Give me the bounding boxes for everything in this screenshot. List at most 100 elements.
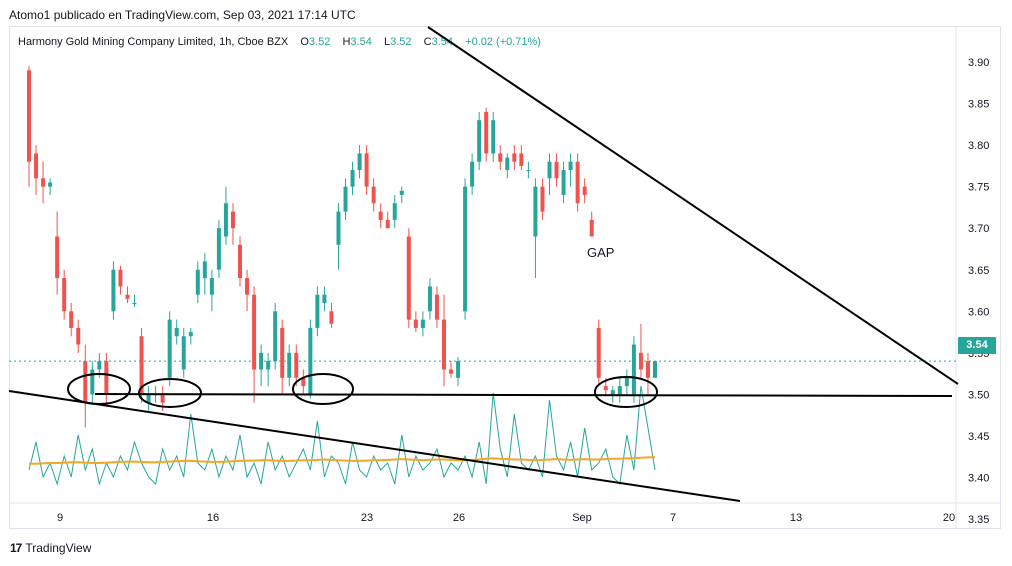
- candle: [533, 178, 538, 279]
- candle-body: [223, 203, 228, 237]
- candle: [463, 178, 468, 320]
- y-tick-label: 3.80: [968, 140, 989, 152]
- candle-body: [603, 386, 608, 391]
- candle-body: [252, 294, 257, 370]
- candle: [195, 261, 200, 303]
- candle: [427, 278, 432, 320]
- candle: [498, 145, 503, 171]
- tradingview-logo[interactable]: 17 TradingView: [10, 541, 91, 555]
- candle: [406, 228, 411, 328]
- candle: [519, 145, 524, 171]
- candle-body: [540, 186, 545, 212]
- high-key: H: [342, 36, 351, 48]
- candle-body: [645, 361, 650, 378]
- candle-body: [195, 269, 200, 295]
- open-key: O: [300, 36, 309, 48]
- support-touch-circle-4: [594, 376, 658, 408]
- candle: [392, 194, 397, 229]
- candle-body: [371, 186, 376, 204]
- candle: [617, 377, 622, 403]
- candle: [554, 153, 559, 187]
- gap-annotation: GAP: [587, 245, 614, 260]
- last-price-tag: 3.54: [958, 337, 996, 354]
- candle-body: [336, 211, 341, 245]
- candle-body: [406, 236, 411, 320]
- candle-body: [554, 161, 559, 179]
- candle-body: [55, 236, 60, 279]
- candle-body: [653, 361, 657, 378]
- candle: [209, 269, 214, 312]
- candle: [484, 107, 489, 162]
- candle-body: [484, 111, 489, 154]
- candle-body: [434, 294, 439, 320]
- candle-body: [519, 153, 524, 166]
- candle: [575, 153, 580, 212]
- candle-body: [83, 361, 88, 403]
- candle-layer: [27, 66, 657, 428]
- candle: [48, 178, 53, 195]
- y-tick-label: 3.65: [968, 265, 989, 277]
- candle: [512, 145, 517, 171]
- publication-attribution: Atomo1 publicado en TradingView.com, Sep…: [9, 8, 356, 22]
- candle-body: [350, 170, 355, 187]
- candle-body: [561, 170, 566, 195]
- candle-body: [596, 327, 601, 378]
- candle: [420, 311, 425, 337]
- candle: [385, 211, 390, 229]
- candle: [329, 302, 334, 328]
- candle-body: [125, 294, 130, 299]
- candle: [399, 186, 404, 204]
- candle-body: [392, 203, 397, 220]
- support-touch-circle-1: [67, 373, 131, 405]
- x-tick-label: 16: [207, 512, 219, 524]
- candle: [90, 361, 95, 403]
- candle-body: [322, 294, 327, 303]
- candle: [364, 145, 369, 195]
- candle: [547, 153, 552, 195]
- candle-body: [343, 186, 348, 212]
- candle: [645, 352, 650, 395]
- candle: [41, 161, 46, 204]
- candle: [69, 302, 74, 337]
- candle-body: [230, 211, 235, 229]
- candle-body: [385, 219, 390, 229]
- candle: [434, 286, 439, 328]
- candle-body: [427, 286, 432, 312]
- y-tick-label: 3.70: [968, 223, 989, 235]
- brand-name: TradingView: [25, 541, 92, 555]
- drawing-layer: GAP: [8, 26, 959, 502]
- candle: [371, 178, 376, 212]
- candle: [62, 269, 67, 320]
- symbol-legend: Harmony Gold Mining Company Limited, 1h,…: [18, 36, 541, 48]
- candle-body: [420, 319, 425, 328]
- candle-body: [90, 369, 95, 395]
- symbol-name: Harmony Gold Mining Company Limited, 1h,…: [18, 36, 289, 48]
- candle: [55, 211, 60, 295]
- candle: [449, 361, 454, 378]
- candle: [76, 319, 81, 353]
- candle-body: [48, 182, 53, 187]
- candle-body: [638, 352, 643, 370]
- candle-body: [399, 190, 404, 195]
- candle-body: [160, 394, 165, 403]
- candle: [638, 323, 643, 378]
- candle-body: [582, 186, 587, 195]
- candle: [83, 344, 88, 428]
- candle: [27, 66, 31, 187]
- candle: [589, 211, 594, 237]
- candle-body: [449, 369, 454, 374]
- candle: [146, 386, 151, 412]
- candle: [111, 261, 116, 320]
- candle-body: [624, 377, 629, 387]
- candle: [202, 253, 207, 295]
- candle: [167, 311, 172, 387]
- candle-body: [216, 228, 221, 270]
- candle-body: [610, 390, 615, 395]
- volume-layer: [28, 385, 656, 486]
- candle-body: [238, 244, 243, 279]
- candle: [315, 286, 320, 337]
- candle: [491, 111, 496, 162]
- candle: [223, 186, 228, 245]
- candle: [350, 161, 355, 195]
